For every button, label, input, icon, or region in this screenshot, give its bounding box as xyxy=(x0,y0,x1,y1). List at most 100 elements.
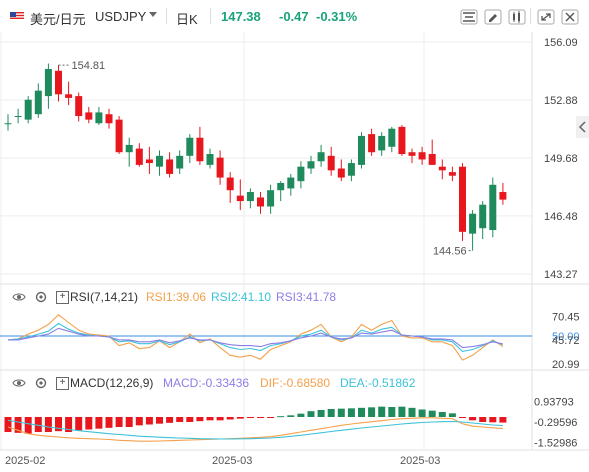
caret-down-icon[interactable] xyxy=(149,12,157,17)
candle-body xyxy=(267,190,275,207)
macd-bar xyxy=(24,417,32,434)
candle-body xyxy=(115,119,123,153)
macd-bar xyxy=(398,406,406,417)
divider xyxy=(530,8,531,24)
candle-body xyxy=(327,155,335,171)
symbol-name[interactable]: 美元/日元 xyxy=(30,12,86,27)
price-tick-label: 152.88 xyxy=(544,95,578,107)
macd-bar xyxy=(95,417,103,429)
macd-bar xyxy=(156,417,163,424)
eye-icon[interactable] xyxy=(12,376,26,390)
date-tick-label: 2025-03 xyxy=(212,455,252,467)
dea-value: DEA:-0.51862 xyxy=(340,376,416,390)
candle-body xyxy=(479,204,487,229)
dif-line xyxy=(7,417,503,442)
macd-bar xyxy=(418,409,426,417)
macd-bar xyxy=(226,417,234,420)
candle-body xyxy=(307,161,315,169)
candle-body xyxy=(166,159,174,174)
macd-bar xyxy=(206,417,214,421)
price-tick-label: 146.48 xyxy=(544,211,578,223)
macd-bar xyxy=(267,417,275,418)
period-selector[interactable]: 日K xyxy=(176,12,198,27)
candle-body xyxy=(206,154,214,165)
rsi-line-1 xyxy=(7,314,504,361)
macd-bar xyxy=(75,417,83,431)
divider xyxy=(166,8,167,24)
expand-indicator-icon[interactable]: + xyxy=(56,377,69,390)
candle-body xyxy=(287,177,295,189)
macd-bar xyxy=(44,417,52,432)
macd-bar xyxy=(428,410,436,417)
high-annotation: 154.81 xyxy=(72,60,106,72)
candle-body xyxy=(75,96,83,117)
close-icon[interactable] xyxy=(560,8,580,26)
candle-body xyxy=(398,126,406,155)
macd-bar xyxy=(448,413,456,417)
macd-bar xyxy=(14,417,22,433)
candle-body xyxy=(196,137,204,162)
symbol-code[interactable]: USDJPY xyxy=(95,9,147,24)
candle-body xyxy=(317,152,325,162)
candle-body xyxy=(347,163,355,176)
macd-tick-label: -0.29596 xyxy=(534,417,577,429)
gear-icon[interactable] xyxy=(34,290,48,304)
macd-bar xyxy=(196,417,204,422)
date-tick-label: 2025-03 xyxy=(400,455,440,467)
candle-body xyxy=(156,155,163,167)
rsi-line-3 xyxy=(8,327,504,349)
macd-bar xyxy=(277,416,285,418)
indicator-icon[interactable] xyxy=(459,8,479,26)
candle-body xyxy=(469,213,477,234)
expand-icon[interactable] xyxy=(536,8,556,26)
candle-body xyxy=(428,154,436,165)
us-flag-icon xyxy=(10,10,24,20)
chart-style-icon[interactable] xyxy=(507,8,527,26)
rsi-tick-label: 20.99 xyxy=(552,359,580,371)
macd-bar xyxy=(499,417,507,423)
candle-body xyxy=(459,166,466,232)
date-tick-label: 2025-02 xyxy=(5,455,45,467)
candle-body xyxy=(4,123,12,125)
low-annotation: 144.56 xyxy=(433,246,467,258)
candle-body xyxy=(186,137,194,156)
eye-icon[interactable] xyxy=(12,290,26,304)
draw-pen-icon[interactable] xyxy=(483,8,503,26)
macd-bar xyxy=(459,417,466,418)
rsi-tick-label: 50.00 xyxy=(552,331,580,343)
chart-header: 美元/日元 USDJPY 日K 147.38 -0.47 -0.31% xyxy=(0,0,589,32)
gear-icon[interactable] xyxy=(34,376,48,390)
candle-body xyxy=(176,155,184,169)
candle-body xyxy=(368,134,376,153)
candle-body xyxy=(216,157,224,178)
macd-bar xyxy=(257,417,264,418)
candle-body xyxy=(448,172,456,176)
macd-bar xyxy=(489,417,497,423)
macd-bar xyxy=(337,408,345,417)
candle-body xyxy=(297,166,305,182)
candle-body xyxy=(34,90,42,115)
macd-bar xyxy=(317,410,325,417)
macd-bar xyxy=(186,417,194,422)
macd-bar xyxy=(125,417,133,427)
candle-body xyxy=(499,192,507,200)
expand-indicator-icon[interactable]: + xyxy=(56,291,69,304)
price-tick-label: 156.09 xyxy=(544,37,578,49)
macd-bar xyxy=(297,413,305,417)
candle-body xyxy=(105,114,113,124)
macd-bar xyxy=(388,407,396,417)
candle-body xyxy=(246,192,254,202)
collapse-panel-icon[interactable] xyxy=(576,116,589,138)
macd-bar xyxy=(358,407,365,417)
macd-bar xyxy=(115,417,123,427)
macd-bar xyxy=(246,417,254,418)
price-tick-label: 149.68 xyxy=(544,153,578,165)
macd-bar xyxy=(469,417,477,421)
candle-body xyxy=(438,166,446,171)
macd-bar xyxy=(438,412,446,417)
last-price: 147.38 xyxy=(221,9,261,24)
candle-body xyxy=(489,184,497,231)
candle-body xyxy=(226,177,234,191)
rsi-line-2 xyxy=(7,322,504,352)
